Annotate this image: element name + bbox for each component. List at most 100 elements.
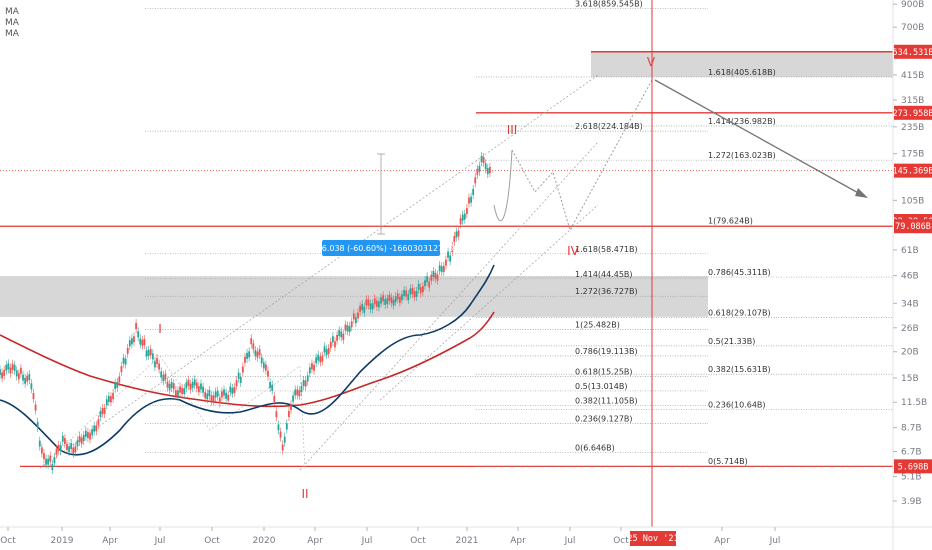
target-zone (591, 51, 893, 77)
fib-level-label: 0.5(13.014B) (575, 382, 627, 391)
fib-level-label: 1.414(44.45B) (575, 270, 633, 279)
candle-body (457, 230, 460, 237)
price-tag-box (894, 219, 932, 234)
x-tick-label: Oct (0, 536, 16, 546)
candle-body (285, 423, 288, 430)
x-tick-label: Jul (154, 536, 166, 546)
candle-body (204, 392, 207, 399)
candle-body (348, 326, 351, 333)
candle-body (110, 396, 112, 403)
candle-body (124, 358, 127, 365)
candle-body (107, 395, 110, 402)
time-axis[interactable]: Oct 2019 Apr Jul Oct 2020 Apr Jul Oct 2021 Apr Jul O… (0, 526, 932, 546)
y-tick-label: 3.9B (901, 497, 922, 507)
candle-body (181, 387, 184, 394)
candle-body (216, 390, 219, 397)
candle-body (396, 293, 399, 300)
candle-body (380, 297, 382, 304)
y-tick-label: 20B (901, 348, 919, 358)
x-tick-label: Apr (102, 536, 118, 546)
candle-body (334, 341, 336, 348)
x-tick-label: 2019 (51, 536, 74, 546)
candle-body (233, 386, 236, 393)
candle-body (170, 382, 173, 389)
candle-body (338, 330, 341, 337)
candle-body (103, 407, 106, 414)
candle-body (480, 156, 483, 163)
y-tick-label: 11.5B (901, 398, 927, 408)
candle-body (130, 338, 133, 345)
candle-body (200, 383, 202, 390)
candle-body (101, 407, 104, 414)
candle-body (114, 382, 117, 389)
candle-body (26, 375, 29, 382)
candle-body (392, 299, 395, 306)
candle-body (294, 389, 297, 396)
candle-body (373, 298, 376, 305)
candle-body (70, 443, 73, 450)
candle-body (76, 440, 79, 447)
candle-body (432, 270, 435, 277)
candle-body (15, 370, 18, 377)
wave-path (39, 355, 306, 471)
candle-body (442, 265, 445, 272)
candle-body (357, 312, 359, 319)
y-tick-label: 315B (901, 96, 924, 106)
candle-body (260, 357, 263, 364)
candle-body (394, 296, 397, 303)
candle-body (486, 168, 489, 175)
candle-body (11, 363, 14, 370)
candle-body (346, 325, 349, 332)
indicator-label-ma: MA (5, 18, 20, 28)
candle-body (474, 177, 477, 184)
candle-body (325, 349, 328, 356)
y-tick-label: 415B (901, 71, 924, 81)
candle-body (3, 370, 6, 377)
candle-body (319, 356, 322, 363)
candle-body (49, 455, 52, 462)
candle-body (472, 188, 475, 195)
price-tag-box (894, 459, 932, 474)
price-tag-label: 534.531B (893, 48, 932, 58)
candle-body (340, 331, 343, 338)
candle-body (258, 349, 261, 356)
candle-body (246, 352, 248, 359)
candle-body (264, 364, 267, 371)
y-tick-label: 8.7B (901, 424, 922, 434)
price-axis[interactable]: 1600B1200B900B700B415B315B235B175B105B61… (892, 0, 930, 550)
candle-body (80, 437, 83, 444)
channel-line (379, 204, 599, 401)
candle-body (386, 298, 389, 305)
candle-body (221, 391, 223, 398)
candle-body (476, 168, 479, 175)
price-series (0, 152, 491, 475)
candle-body (191, 381, 194, 388)
candle-body (252, 343, 255, 350)
candle-body (231, 387, 234, 394)
candle-body (193, 379, 196, 386)
y-tick-label: 46B (901, 272, 919, 282)
candle-body (417, 283, 420, 290)
candle-body (72, 447, 75, 454)
candle-body (126, 347, 129, 354)
candle-body (0, 369, 1, 376)
candle-body (51, 464, 54, 471)
candle-body (281, 444, 284, 451)
wave-label-V: V (647, 55, 656, 69)
candle-body (156, 358, 158, 365)
candle-body (273, 395, 276, 402)
candle-body (225, 392, 228, 399)
candle-body (82, 434, 85, 441)
x-tick-label: Apr (714, 536, 730, 546)
candle-body (434, 272, 437, 279)
candle-body (151, 353, 154, 360)
candle-body (453, 236, 456, 243)
x-tick-label: Oct (613, 536, 629, 546)
candle-body (93, 425, 96, 432)
candle-body (128, 340, 131, 347)
fib-level-label: 0.382(15.631B) (708, 365, 771, 374)
candle-body (185, 382, 188, 389)
candle-body (30, 383, 33, 390)
candle-body (189, 383, 192, 390)
